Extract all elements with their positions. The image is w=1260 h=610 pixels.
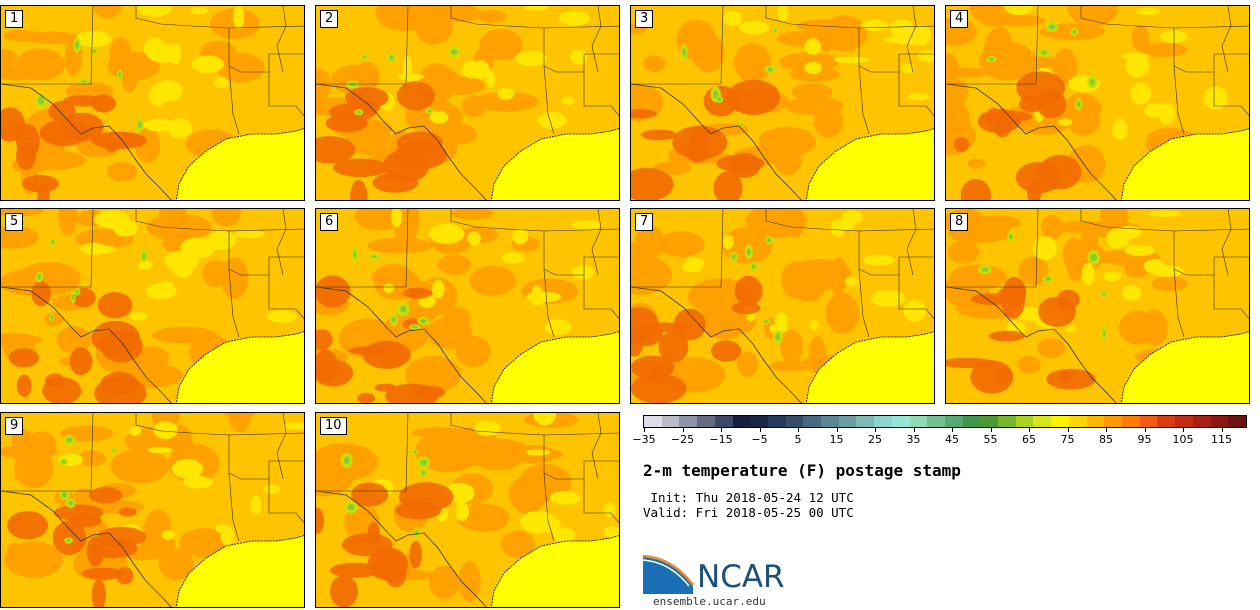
panel-number-label: 10 [320,417,347,435]
colorbar-segment [697,416,715,427]
colorbar-tick-label: 115 [1211,433,1232,446]
colorbar-segment [1086,416,1105,427]
panel-number-label: 6 [320,213,339,231]
colorbar-tick-label: 95 [1137,433,1152,446]
colorbar-tick-label: −35 [632,433,656,446]
colorbar-segment [1192,416,1211,427]
colorbar-segment [1015,416,1034,427]
colorbar-segment [1139,416,1158,427]
panel-number-label: 4 [950,10,969,28]
colorbar-tick [1221,428,1223,432]
site-url[interactable]: ensemble.ucar.edu [653,595,766,608]
colorbar-segment [1157,416,1176,427]
postage-stamp-panel-4[interactable]: 4 [945,5,1250,201]
colorbar-segment [909,416,928,427]
colorbar-segment [1210,416,1229,427]
colorbar-segment [767,416,786,427]
panel-number-label: 7 [635,213,654,231]
colorbar-segment [891,416,910,427]
panel-number-label: 1 [5,10,24,28]
colorbar-tick-label: 85 [1099,433,1113,446]
colorbar-tick [798,428,799,432]
panel-number-label: 9 [5,417,24,435]
colorbar-tick [952,428,953,432]
panel-number-label: 8 [950,213,969,231]
temperature-colorbar [643,415,1247,428]
colorbar-tick [644,428,645,432]
colorbar-segment [856,416,875,427]
colorbar-segment [661,416,680,427]
colorbar-segment [714,416,733,427]
colorbar-segment [1033,416,1052,427]
postage-stamp-panel-9[interactable]: 9 [0,412,305,608]
colorbar-segment [803,416,822,427]
colorbar-tick [682,428,684,432]
figure-title: 2-m temperature (F) postage stamp [643,461,961,480]
colorbar-tick [836,428,838,432]
colorbar-tick [875,428,876,432]
colorbar-segment [750,416,768,427]
panel-number-label: 2 [320,10,339,28]
colorbar-segment [944,416,963,427]
colorbar-tick-label: 55 [983,433,998,446]
colorbar-tick-label: 35 [906,433,921,446]
colorbar-segment [644,416,662,427]
colorbar-segment [927,416,945,427]
colorbar-segment [998,416,1016,427]
colorbar-tick [913,428,915,432]
colorbar-tick-label: 45 [945,433,959,446]
postage-stamp-panel-10[interactable]: 10 [315,412,620,608]
colorbar-segment [962,416,981,427]
colorbar-segment [838,416,857,427]
valid-time: Valid: Fri 2018-05-25 00 UTC [643,505,854,520]
panel-number-label: 3 [635,10,654,28]
postage-stamp-panel-3[interactable]: 3 [630,5,935,201]
colorbar-tick [1067,428,1069,432]
colorbar-tick-label: 25 [868,433,882,446]
ncar-logo-text: NCAR [697,559,785,595]
colorbar-segment [980,416,999,427]
colorbar-tick [1106,428,1107,432]
postage-stamp-panel-8[interactable]: 8 [945,208,1250,404]
postage-stamp-panel-5[interactable]: 5 [0,208,305,404]
colorbar-tick [721,428,722,432]
postage-stamp-panel-7[interactable]: 7 [630,208,935,404]
colorbar-tick-label: −25 [670,433,695,446]
colorbar-tick [1183,428,1184,432]
init-time: Init: Thu 2018-05-24 12 UTC [643,490,854,505]
colorbar-segment [1051,416,1069,427]
postage-stamp-panel-1[interactable]: 1 [0,5,305,201]
postage-stamp-panel-2[interactable]: 2 [315,5,620,201]
colorbar-segment [1104,416,1122,427]
colorbar-tick-label: 105 [1172,433,1194,446]
colorbar-tick-label: −15 [709,433,733,446]
ncar-logo-icon [643,554,695,594]
colorbar-tick-label: 65 [1022,433,1036,446]
panel-number-label: 5 [5,213,24,231]
colorbar-tick [1144,428,1146,432]
colorbar-segment [821,416,839,427]
colorbar-tick [1029,428,1030,432]
colorbar-segment [1175,416,1193,427]
postage-stamp-panel-6[interactable]: 6 [315,208,620,404]
colorbar-segment [874,416,892,427]
colorbar-segment [679,416,698,427]
colorbar-tick-label: 15 [829,433,844,446]
colorbar-tick-label: 5 [794,433,802,446]
colorbar-tick-label: −5 [751,433,768,446]
colorbar-segment [1068,416,1087,427]
colorbar-segment [1121,416,1140,427]
colorbar-tick [759,428,761,432]
colorbar-tick-label: 75 [1060,433,1075,446]
colorbar-segment [785,416,804,427]
colorbar-segment [1228,416,1246,427]
colorbar-ticks: −35 −25 −15 −5 5 15 25 35 45 55 65 75 85 95 105 115 [632,428,1247,448]
colorbar-segment [732,416,751,427]
colorbar-tick [990,428,992,432]
